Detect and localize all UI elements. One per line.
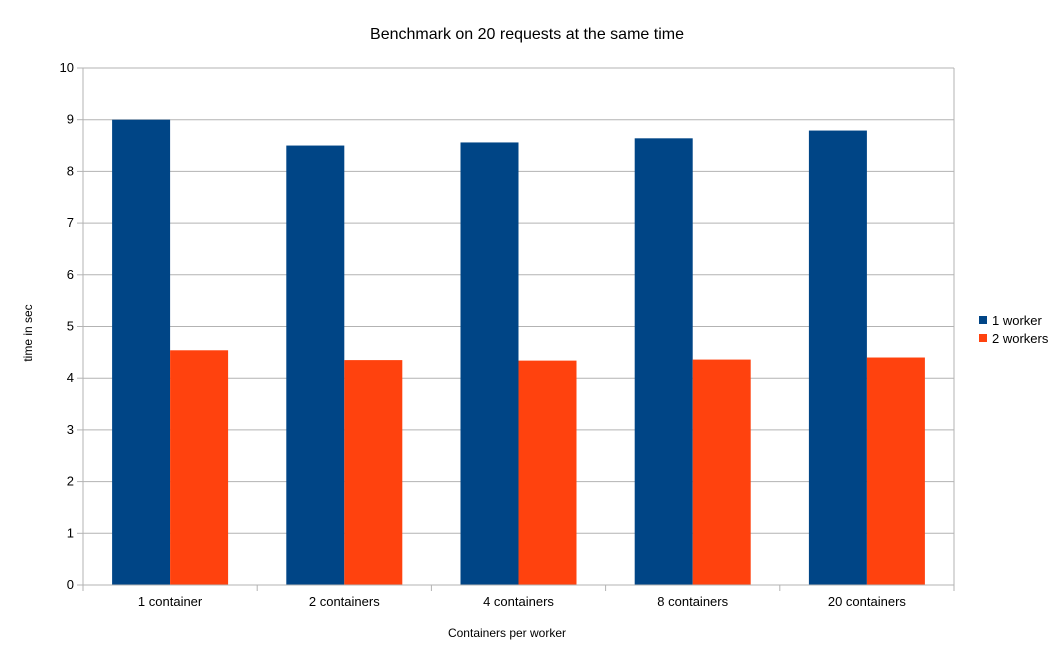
x-tick-label: 8 containers — [657, 594, 728, 609]
y-axis-ticks: 0 1 2 3 4 5 6 7 8 9 10 — [60, 60, 83, 592]
y-tick-label: 6 — [67, 267, 74, 282]
bar-series2 — [866, 357, 925, 585]
bar-series1 — [112, 119, 171, 585]
y-axis-label: time in sec — [21, 304, 35, 361]
bar-series2 — [170, 350, 229, 585]
y-tick-label: 10 — [60, 60, 74, 75]
bars — [112, 119, 925, 586]
y-tick-label: 3 — [67, 422, 74, 437]
x-axis-label: Containers per worker — [448, 626, 566, 640]
bar-series2 — [692, 359, 751, 585]
bar-series1 — [460, 142, 519, 585]
bar-series1 — [286, 145, 345, 586]
bar-series2 — [344, 360, 403, 585]
y-tick-label: 1 — [67, 525, 74, 540]
axes — [82, 68, 955, 586]
legend: 1 worker 2 workers — [979, 313, 1049, 346]
bar-series1 — [808, 130, 867, 585]
legend-label: 2 workers — [992, 331, 1049, 346]
y-tick-label: 5 — [67, 319, 74, 334]
x-tick-label: 2 containers — [309, 594, 380, 609]
y-tick-label: 4 — [67, 370, 74, 385]
x-tick-label: 1 container — [138, 594, 203, 609]
legend-swatch — [979, 334, 987, 342]
bar-series2 — [518, 360, 577, 585]
x-tick-label: 4 containers — [483, 594, 554, 609]
y-tick-label: 0 — [67, 577, 74, 592]
y-tick-label: 8 — [67, 163, 74, 178]
y-tick-label: 9 — [67, 112, 74, 127]
bar-series1 — [634, 138, 693, 585]
y-tick-label: 2 — [67, 474, 74, 489]
y-tick-label: 7 — [67, 215, 74, 230]
x-axis-ticks: 1 container 2 containers 4 containers 8 con… — [82, 585, 955, 609]
chart-title: Benchmark on 20 requests at the same tim… — [370, 26, 684, 43]
x-tick-label: 20 containers — [828, 594, 907, 609]
legend-swatch — [979, 316, 987, 324]
legend-label: 1 worker — [992, 313, 1043, 328]
